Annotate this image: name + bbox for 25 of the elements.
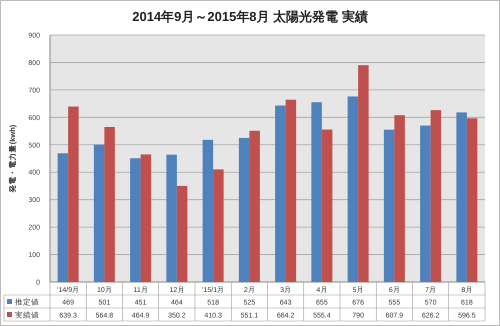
bar [430,110,442,282]
bar [238,138,250,282]
bar [202,140,214,282]
bar [456,112,467,282]
bar [348,96,358,282]
bar [466,118,478,282]
bar [420,126,431,282]
bar [104,126,115,282]
bar [130,158,141,282]
bar [394,115,405,282]
bar [249,130,260,282]
bar [275,106,286,282]
bar [286,100,296,282]
bar [213,169,224,282]
bar [358,65,369,282]
bar [311,102,322,282]
bar [68,106,79,282]
bar [384,130,394,282]
bar [166,154,177,282]
bar [94,144,104,282]
bar [58,153,68,282]
bar [140,154,152,282]
bar [176,186,188,282]
bar [322,130,332,282]
chart-title: 2014年9月～2015年8月 太陽光発電 実績 [132,9,368,24]
